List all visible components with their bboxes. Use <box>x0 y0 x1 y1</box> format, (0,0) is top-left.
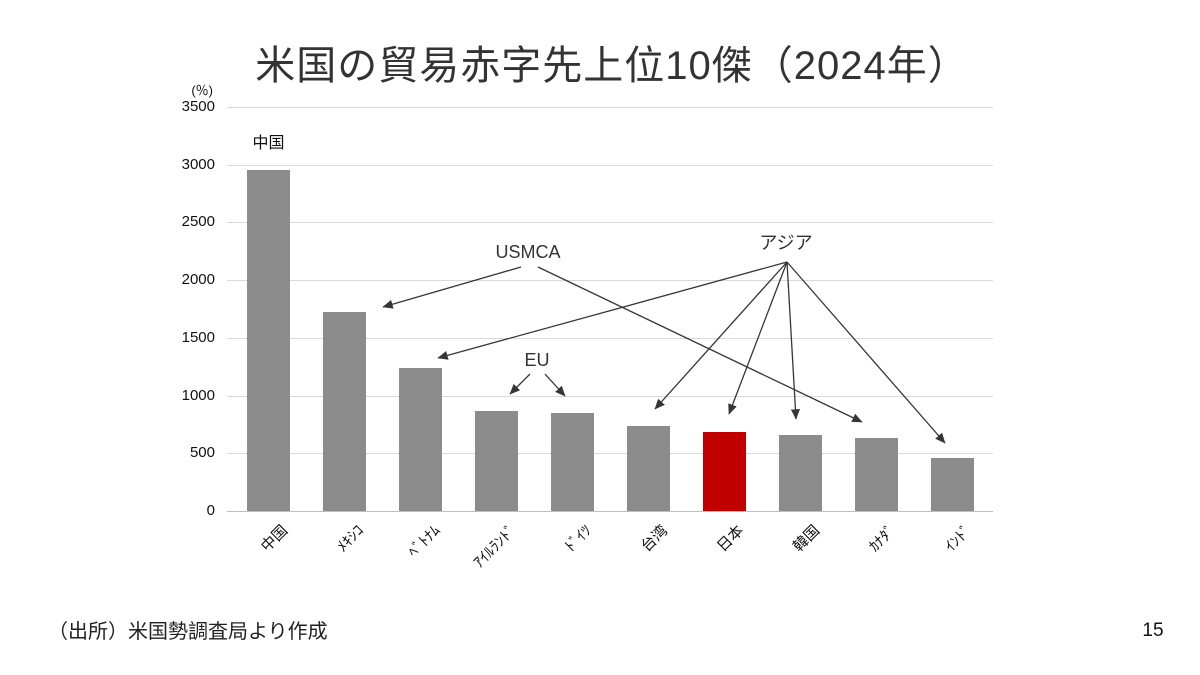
y-tick-label-3000: 3000 <box>181 155 215 173</box>
source-note: （出所）米国勢調査局より作成 <box>48 621 328 643</box>
y-tick-label-0: 0 <box>206 502 215 519</box>
bar-ｶﾅﾀﾞ <box>855 437 898 511</box>
y-tick-label-1500: 1500 <box>181 328 215 346</box>
arrow-usmca-canada <box>537 266 863 423</box>
page-title: 米国の貿易赤字先上位10傑（2024年） <box>255 44 969 88</box>
gridline-500 <box>227 453 993 455</box>
gridline-3000 <box>227 164 993 166</box>
arrow-asia-vietnam <box>437 261 788 360</box>
x-axis-label-ｱｲﾙﾗﾝﾄﾞ: ｱｲﾙﾗﾝﾄﾞ <box>470 522 520 572</box>
bar-ﾒｷｼｺ <box>323 312 366 511</box>
arrow-asia-taiwan <box>654 261 788 410</box>
y-tick-label-2000: 2000 <box>181 271 215 289</box>
bar-ﾄﾞｲﾂ <box>551 412 594 511</box>
bar-ﾍﾞﾄﾅﾑ <box>399 368 442 511</box>
bar-日本 <box>703 431 746 511</box>
y-tick-label-2500: 2500 <box>181 213 215 231</box>
bar-台湾 <box>627 425 670 511</box>
gridline-0 <box>227 511 993 512</box>
bar-韓国 <box>779 434 822 511</box>
arrow-eu-germany <box>544 373 566 397</box>
y-axis-unit-label: (％) <box>191 83 213 98</box>
x-axis-label-台湾: 台湾 <box>638 522 672 556</box>
page-number: 15 <box>1142 620 1164 641</box>
x-axis-label-日本: 日本 <box>714 522 748 556</box>
x-axis-label-ﾄﾞｲﾂ: ﾄﾞｲﾂ <box>562 522 596 556</box>
bar-top-label: 中国 <box>252 135 285 153</box>
x-axis-label-ﾍﾞﾄﾅﾑ: ﾍﾞﾄﾅﾑ <box>405 522 444 561</box>
gridline-2500 <box>227 222 993 224</box>
y-tick-label-3500: 3500 <box>181 98 215 115</box>
annotation-label-asia: アジア <box>759 233 813 253</box>
y-tick-label-500: 500 <box>189 444 215 462</box>
x-axis-label-ｲﾝﾄﾞ: ｲﾝﾄﾞ <box>942 522 976 556</box>
gridline-2000 <box>227 280 993 282</box>
bar-中国 <box>247 170 290 511</box>
x-axis-label-ﾒｷｼｺ: ﾒｷｼｺ <box>334 522 368 556</box>
x-axis-label-ｶﾅﾀﾞ: ｶﾅﾀﾞ <box>866 522 900 556</box>
bar-ｱｲﾙﾗﾝﾄﾞ <box>475 410 518 511</box>
arrow-usmca-mexico <box>382 266 522 309</box>
arrow-eu-ireland <box>509 373 531 395</box>
y-tick-label-1000: 1000 <box>181 386 215 404</box>
bar-ｲﾝﾄﾞ <box>931 457 974 511</box>
annotation-label-usmca: USMCA <box>495 242 561 262</box>
gridline-3500 <box>227 107 993 108</box>
annotation-label-eu: EU <box>524 350 550 370</box>
arrow-asia-india <box>786 261 946 444</box>
x-axis-label-韓国: 韓国 <box>790 522 824 556</box>
x-axis-label-中国: 中国 <box>258 522 292 556</box>
